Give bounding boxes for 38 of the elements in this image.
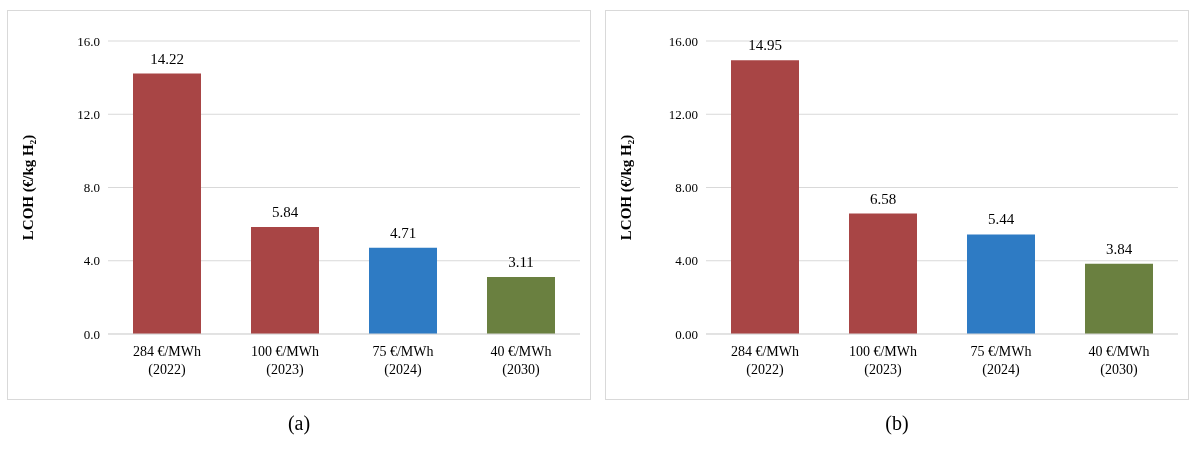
y-tick-label: 4.0 — [83, 253, 100, 269]
x-tick-label: 100 €/MWh (2023) — [250, 344, 320, 378]
text: (a) — [286, 412, 312, 435]
x-tick-label: 40 €/MWh (2030) — [490, 344, 552, 378]
x-tick-label: 284 €/MWh (2022) — [730, 344, 800, 378]
data-label: 6.58 — [869, 190, 897, 207]
bar — [251, 227, 319, 334]
y-tick-label: 8.0 — [83, 180, 100, 196]
bar — [487, 277, 555, 334]
x-tick-label: 100 €/MWh (2023) — [848, 344, 918, 378]
y-axis-title: LCOH (€/kg H₂) — [618, 134, 636, 241]
x-tick-label: 40 €/MWh (2030) — [1088, 344, 1150, 378]
data-label: 3.11 — [508, 254, 534, 271]
y-tick-label: 16.0 — [77, 33, 100, 49]
x-tick-label: 75 €/MWh (2024) — [970, 344, 1032, 378]
bar — [849, 213, 917, 334]
bar — [133, 73, 201, 334]
data-label: 14.95 — [748, 37, 782, 54]
data-label: 5.84 — [271, 204, 299, 221]
data-label: 14.22 — [150, 50, 184, 67]
y-tick-label: 12.0 — [77, 106, 100, 122]
bar — [731, 60, 799, 334]
y-tick-label: 4.00 — [675, 253, 698, 269]
y-tick-label: 0.00 — [675, 326, 698, 342]
data-label: 3.84 — [1105, 240, 1133, 257]
y-tick-label: 16.00 — [668, 33, 698, 49]
data-label: 5.44 — [987, 211, 1015, 228]
x-tick-label: 284 €/MWh (2022) — [132, 344, 202, 378]
data-label: 4.71 — [389, 224, 417, 241]
y-tick-label: 12.00 — [668, 106, 698, 122]
y-tick-label: 8.00 — [675, 180, 698, 196]
bar — [967, 234, 1035, 334]
bar — [369, 247, 437, 334]
text: (b) — [884, 412, 910, 435]
bar — [1085, 263, 1153, 334]
x-tick-label: 75 €/MWh (2024) — [372, 344, 434, 378]
y-axis-title: LCOH (€/kg H₂) — [20, 134, 38, 241]
y-tick-label: 0.0 — [83, 326, 100, 342]
